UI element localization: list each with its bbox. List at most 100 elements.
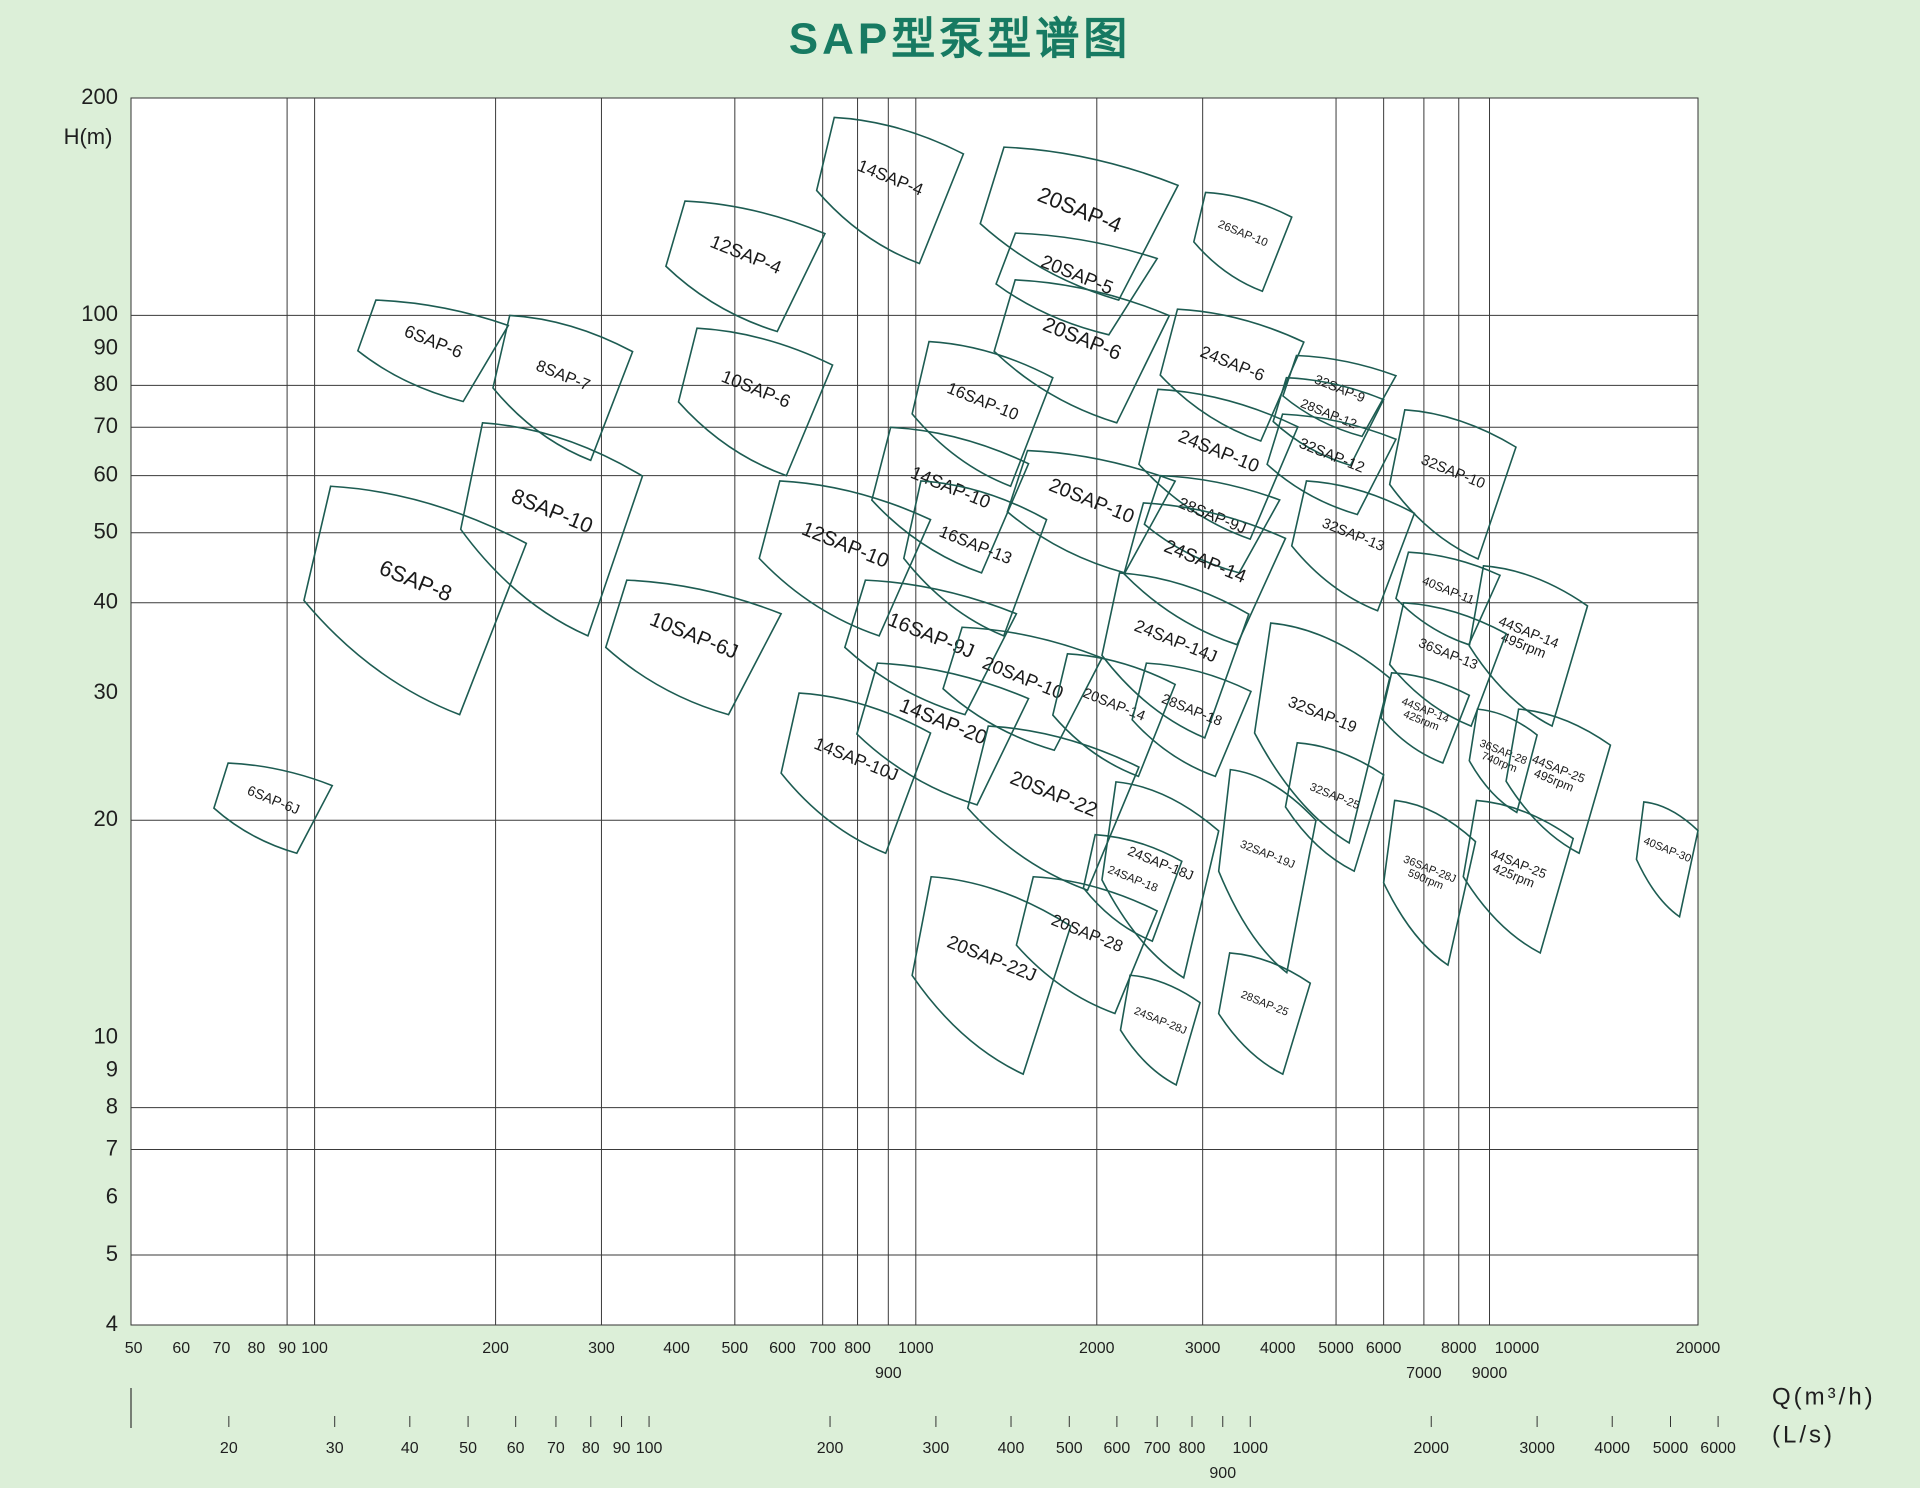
- y-tick-label: 200: [81, 84, 118, 109]
- x2-tick-label: 500: [1056, 1440, 1083, 1457]
- y-tick-label: 60: [94, 461, 118, 486]
- y-tick-label: 100: [81, 301, 118, 326]
- x-tick-label: 200: [482, 1340, 509, 1357]
- x-tick-label: 1000: [898, 1340, 934, 1357]
- x2-tick-label: 50: [459, 1440, 477, 1457]
- pump-region: [1284, 741, 1385, 873]
- x2-tick-label: 400: [998, 1440, 1025, 1457]
- pump-region: [843, 579, 1018, 716]
- y-tick-label: 6: [106, 1184, 118, 1209]
- y-tick-label: 8: [106, 1093, 118, 1118]
- pump-region: [1119, 974, 1201, 1087]
- x2-tick-label: 90: [613, 1440, 631, 1457]
- pump-region: [815, 116, 965, 265]
- pump-region: [1192, 191, 1293, 293]
- x-tick-label: 700: [809, 1340, 836, 1357]
- pump-region: [1462, 799, 1575, 955]
- pump-region: [1468, 565, 1589, 728]
- pump-region: [212, 762, 334, 855]
- y-axis-title: H(m): [64, 124, 113, 149]
- x-axis-title: Q(m³/h): [1772, 1383, 1876, 1410]
- x2-tick-label: 6000: [1700, 1440, 1736, 1457]
- pump-region: [995, 232, 1159, 336]
- x2-tick-label: 20: [220, 1440, 238, 1457]
- pump-region: [1266, 413, 1398, 516]
- x2-tick-label: 30: [326, 1440, 344, 1457]
- y-tick-label: 40: [94, 589, 118, 614]
- pump-region: [665, 200, 827, 333]
- x2-tick-label: 700: [1144, 1440, 1171, 1457]
- x-tick-label: 3000: [1185, 1340, 1221, 1357]
- y-tick-label: 7: [106, 1135, 118, 1160]
- pump-region: [966, 725, 1140, 892]
- pump-region: [855, 662, 1030, 806]
- x2-tick-label: 1000: [1232, 1440, 1268, 1457]
- x-tick-label: 90: [278, 1340, 296, 1357]
- pump-region: [1138, 388, 1299, 541]
- x2-tick-label: 70: [547, 1440, 565, 1457]
- pump-region: [1272, 376, 1385, 467]
- x2-tick-label: 5000: [1653, 1440, 1689, 1457]
- pump-region: [1505, 708, 1612, 855]
- y-tick-label: 10: [94, 1023, 118, 1048]
- x-tick-label: 9000: [1472, 1365, 1508, 1382]
- x-tick-label: 50: [125, 1340, 143, 1357]
- x-tick-label: 10000: [1495, 1340, 1540, 1357]
- pump-region: [911, 875, 1072, 1076]
- y-tick-label: 30: [94, 679, 118, 704]
- pump-region: [911, 340, 1054, 488]
- pump-region: [993, 279, 1171, 424]
- x2-tick-label: 60: [507, 1440, 525, 1457]
- y-tick-label: 9: [106, 1056, 118, 1081]
- x-tick-label: 4000: [1260, 1340, 1296, 1357]
- pump-region: [1388, 409, 1517, 561]
- pump-region: [1082, 833, 1183, 943]
- x-tick-label: 300: [588, 1340, 615, 1357]
- x-tick-label: 100: [301, 1340, 328, 1357]
- pump-region: [758, 480, 932, 637]
- pump-region: [1290, 480, 1416, 612]
- pump-region: [1123, 502, 1287, 646]
- y-tick-label: 4: [106, 1311, 118, 1336]
- pump-region: [1635, 801, 1699, 919]
- x-tick-label: 400: [663, 1340, 690, 1357]
- pump-region: [1101, 780, 1220, 980]
- pump-region: [942, 626, 1104, 752]
- x-tick-label: 500: [721, 1340, 748, 1357]
- x2-tick-label: 200: [817, 1440, 844, 1457]
- pump-region: [902, 480, 1048, 637]
- x2-tick-label: 2000: [1413, 1440, 1449, 1457]
- chart-title: SAP型泵型谱图: [789, 15, 1131, 64]
- x2-axis-title: (L/s): [1772, 1421, 1835, 1448]
- x2-tick-label: 4000: [1594, 1440, 1630, 1457]
- pump-region: [1380, 671, 1471, 765]
- plot-area: [130, 97, 1699, 1326]
- pump-region: [459, 421, 644, 637]
- pump-region: [677, 327, 834, 477]
- pump-region: [1101, 572, 1250, 739]
- pump-region: [870, 426, 1030, 574]
- y-tick-label: 80: [94, 371, 118, 396]
- pump-region: [356, 299, 510, 403]
- x-tick-label: 900: [875, 1365, 902, 1382]
- x2-tick-label: 300: [923, 1440, 950, 1457]
- x2-tick-label: 100: [636, 1440, 663, 1457]
- x2-tick-label: 3000: [1519, 1440, 1555, 1457]
- pump-region: [1388, 601, 1508, 728]
- y-tick-label: 5: [106, 1241, 118, 1266]
- x2-tick-label: 80: [582, 1440, 600, 1457]
- x-tick-label: 600: [769, 1340, 796, 1357]
- pump-region: [1468, 708, 1539, 814]
- x2-tick-label: 600: [1104, 1440, 1131, 1457]
- pump-region: [1253, 622, 1391, 845]
- pump-region: [1143, 474, 1281, 574]
- x-tick-label: 20000: [1676, 1340, 1721, 1357]
- x-tick-label: 70: [213, 1340, 231, 1357]
- pump-region: [1015, 875, 1159, 1015]
- pump-region: [780, 692, 932, 855]
- pump-region: [604, 579, 783, 716]
- x2-tick-label: 800: [1179, 1440, 1206, 1457]
- pump-region: [1382, 799, 1477, 967]
- x-tick-label: 8000: [1441, 1340, 1477, 1357]
